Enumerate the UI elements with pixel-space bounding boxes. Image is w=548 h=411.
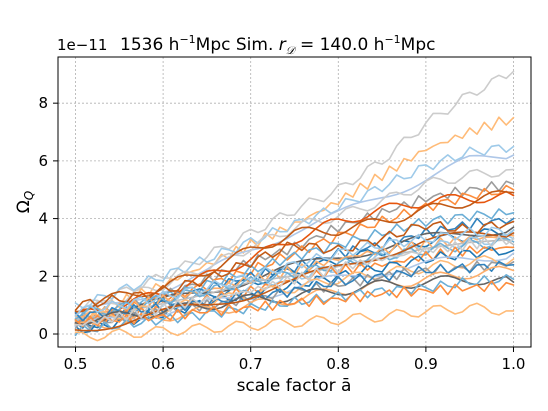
series-line (74, 235, 515, 327)
series-line (74, 231, 515, 332)
x-tick-label: 0.9 (414, 355, 438, 373)
y-offset-text: 1e−11 (57, 36, 107, 54)
y-tick-label: 4 (38, 210, 48, 228)
series-group (74, 70, 515, 342)
y-tick-label: 2 (38, 267, 48, 285)
series-line (74, 280, 515, 328)
series-line (74, 144, 515, 309)
series-line (74, 208, 515, 325)
plot-frame (57, 56, 532, 348)
y-tick-label: 6 (38, 152, 48, 170)
chart-title: 1536 h−1Mpc Sim. r𝒟 = 140.0 h−1Mpc (120, 33, 435, 57)
series-line (74, 190, 515, 315)
y-tick-label: 0 (38, 325, 48, 343)
series-line (74, 302, 515, 342)
x-axis-label: scale factor ā (237, 376, 352, 396)
series-line (74, 168, 515, 320)
x-tick-label: 0.7 (239, 355, 263, 373)
x-tick-label: 0.8 (326, 355, 350, 373)
series-line (74, 180, 515, 327)
y-axis-label: ΩQ (14, 191, 36, 213)
x-tick-label: 1.0 (502, 355, 526, 373)
series-line (74, 273, 515, 337)
series-line (74, 226, 515, 317)
y-axis-ticks: 0 2 4 6 8 (38, 94, 58, 343)
y-tick-label: 8 (38, 94, 48, 112)
x-tick-label: 0.6 (151, 355, 175, 373)
x-tick-label: 0.5 (64, 355, 88, 373)
series-line (74, 260, 515, 322)
series-line (74, 70, 515, 317)
x-axis-ticks: 0.5 0.6 0.7 0.8 0.9 1.0 (64, 347, 526, 373)
